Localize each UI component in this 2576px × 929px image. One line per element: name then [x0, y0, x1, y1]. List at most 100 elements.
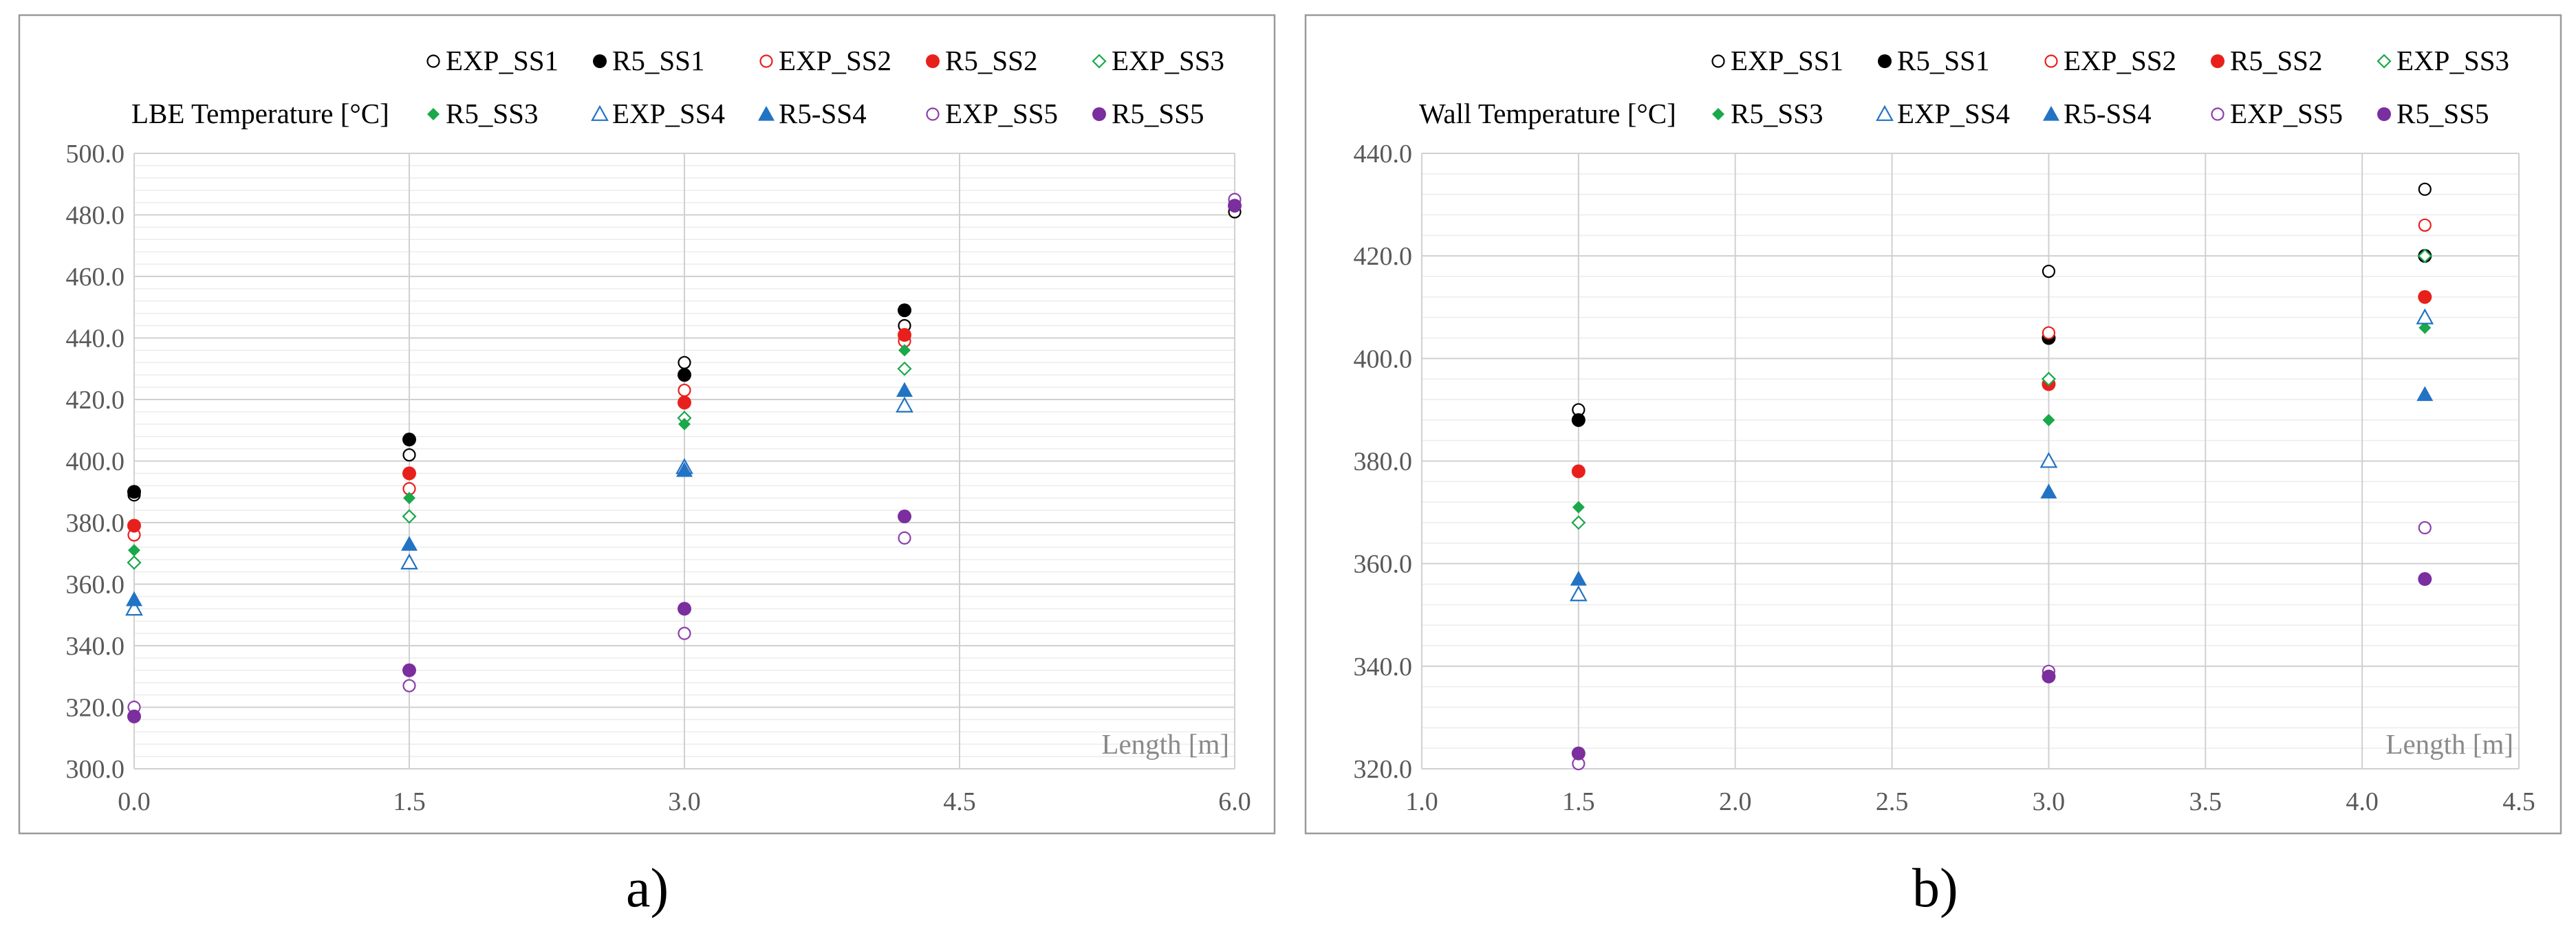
legend-marker [759, 54, 773, 68]
data-point [678, 356, 691, 369]
legend-marker [427, 108, 440, 120]
data-point [1571, 464, 1585, 479]
y-tick-label: 340.0 [1354, 653, 1413, 681]
data-point [2418, 572, 2432, 587]
data-point [1571, 413, 1585, 427]
data-point [2042, 669, 2056, 684]
data-point [2040, 483, 2057, 499]
chart-b: 320.0 340.0 360.0 380.0 400.0 420.0 440.0 1.0 1.… [1304, 14, 2562, 835]
chart-title: LBE Temperature [°C] [131, 98, 389, 129]
legend-label: R5_SS2 [2230, 45, 2322, 76]
data-point [400, 553, 418, 570]
legend-marker [1092, 54, 1107, 69]
y-tick-label: 380.0 [66, 509, 125, 538]
x-tick-label: 3.0 [668, 787, 701, 816]
data-point [402, 509, 417, 524]
data-point [898, 303, 911, 318]
legend-label: EXP_SS5 [945, 98, 1058, 129]
legend-marker [2043, 106, 2059, 121]
x-tick-label: 1.0 [1405, 787, 1438, 816]
y-tick-label: 300.0 [66, 755, 125, 784]
legend-label: R5_SS5 [2396, 98, 2489, 129]
legend-label: EXP_SS2 [779, 45, 891, 76]
data-point [678, 395, 691, 410]
y-tick-label: 440.0 [66, 325, 125, 353]
data-point [898, 344, 911, 357]
legend-marker [1876, 105, 1894, 121]
legend-label: R5_SS2 [945, 45, 1037, 76]
data-point [127, 485, 141, 499]
y-tick-label: 400.0 [1354, 345, 1413, 373]
legend-label: EXP_SS3 [1112, 45, 1224, 76]
legend-marker [1878, 54, 1892, 68]
data-point [896, 382, 913, 397]
x-tick-label: 3.0 [2033, 787, 2066, 816]
legend-marker [926, 54, 940, 68]
figure-caption: a) [626, 858, 669, 919]
y-tick-label: 500.0 [66, 140, 125, 168]
y-tick-label: 320.0 [66, 694, 125, 723]
x-tick-label: 0.0 [118, 787, 151, 816]
legend-label: R5_SS1 [612, 45, 704, 76]
legend-marker [2211, 54, 2225, 68]
data-point [402, 466, 416, 481]
x-tick-label: 1.5 [1562, 787, 1595, 816]
data-point [1572, 501, 1585, 514]
data-point [2039, 452, 2058, 468]
y-tick-label: 420.0 [66, 386, 125, 415]
data-point [898, 328, 911, 342]
legend-label: R5-SS4 [779, 98, 867, 129]
chart-a: 300.0 320.0 340.0 360.0 380.0 400.0 420.0 440.0… [18, 14, 1276, 835]
data-point [678, 626, 691, 640]
data-point [2418, 289, 2432, 304]
data-point [2418, 182, 2432, 196]
x-tick-label: 6.0 [1218, 787, 1251, 816]
legend-label: EXP_SS3 [2396, 45, 2509, 76]
legend: EXP_SS1 R5_SS1 EXP_SS2 R5_SS2 EXP_SS3 LBE Tem… [131, 45, 1224, 129]
legend-label: EXP_SS2 [2064, 45, 2176, 76]
data-point [898, 510, 911, 524]
data-point [402, 663, 416, 677]
legend-marker [1711, 54, 1725, 68]
data-point [2417, 248, 2432, 263]
legend-label: R5_SS3 [446, 98, 538, 129]
legend-marker [2377, 54, 2392, 69]
x-tick-label: 4.0 [2346, 787, 2379, 816]
data-point [401, 536, 418, 551]
data-point [1571, 746, 1585, 761]
chart-frame [1304, 14, 2562, 835]
y-tick-label: 420.0 [1354, 242, 1413, 271]
data-point [2416, 386, 2434, 402]
legend-marker [593, 54, 607, 68]
legend-label: EXP_SS4 [1897, 98, 2010, 129]
data-point [897, 361, 912, 376]
data-point [128, 544, 140, 557]
data-point [1569, 585, 1588, 602]
legend-label: R5_SS5 [1112, 98, 1204, 129]
data-point [2041, 371, 2056, 386]
legend-marker [926, 107, 940, 121]
legend-marker [2044, 54, 2058, 68]
legend-label: EXP_SS4 [612, 98, 725, 129]
data-point [2042, 326, 2056, 340]
data-point [1570, 571, 1587, 586]
x-tick-label: 2.5 [1876, 787, 1909, 816]
legend-marker [758, 106, 775, 121]
data-point [678, 368, 691, 382]
gridlines [1421, 153, 2520, 769]
data-point [402, 679, 416, 692]
y-tick-label: 440.0 [1354, 140, 1413, 168]
data-point [403, 492, 415, 505]
data-point [678, 602, 691, 616]
legend-marker [2377, 107, 2391, 121]
data-points [125, 193, 1242, 723]
legend-label: R5_SS3 [1731, 98, 1823, 129]
gridlines [133, 153, 1235, 769]
legend-label: R5-SS4 [2064, 98, 2152, 129]
x-tick-label: 2.0 [1719, 787, 1752, 816]
y-tick-label: 340.0 [66, 632, 125, 661]
legend: EXP_SS1 R5_SS1 EXP_SS2 R5_SS2 EXP_SS3 Wall Te… [1419, 45, 2509, 129]
y-tick-label: 360.0 [1354, 550, 1413, 579]
x-tick-label: 1.5 [393, 787, 426, 816]
